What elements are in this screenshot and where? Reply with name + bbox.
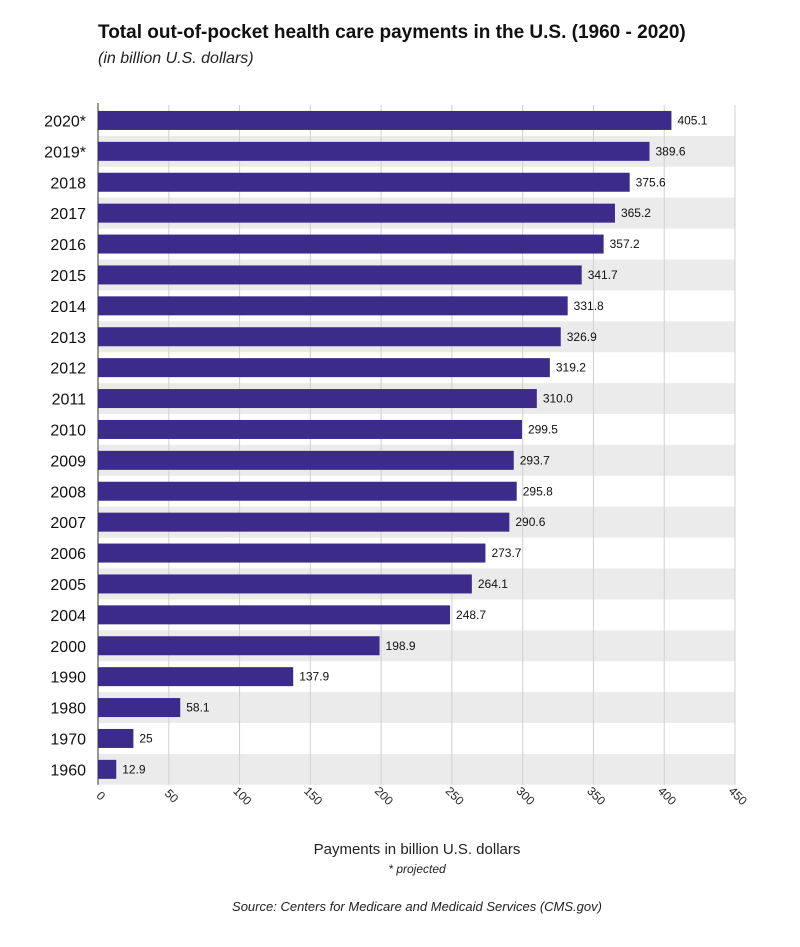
category-label: 2016 — [50, 237, 86, 254]
category-label: 2009 — [50, 453, 86, 470]
category-label: 2013 — [50, 330, 86, 347]
category-label: 1990 — [50, 670, 86, 687]
category-label: 2004 — [50, 608, 86, 625]
bar — [98, 141, 650, 161]
category-label: 2007 — [50, 515, 86, 532]
bar — [98, 605, 451, 625]
data-label: 12.9 — [122, 762, 146, 776]
data-label: 273.7 — [491, 546, 521, 560]
data-label: 357.2 — [610, 237, 640, 251]
projected-note: * projected — [388, 862, 446, 876]
x-tick-label: 400 — [655, 784, 679, 808]
bar-chart: 405.1 2020* 389.6 2019* 375.6 2018 365.2 2017 35… — [44, 103, 750, 808]
data-label: 198.9 — [386, 639, 416, 653]
bar — [98, 234, 604, 254]
category-label: 2012 — [50, 361, 86, 378]
category-label: 2005 — [50, 577, 86, 594]
x-tick-label: 250 — [443, 784, 467, 808]
bar — [98, 450, 514, 470]
source-note: Source: Centers for Medicare and Medicai… — [232, 899, 602, 914]
row-band — [98, 692, 735, 723]
data-label: 137.9 — [299, 670, 329, 684]
data-label: 331.8 — [574, 299, 604, 313]
bar — [98, 481, 517, 501]
bar — [98, 543, 486, 563]
category-label: 2011 — [52, 392, 87, 409]
x-tick-label: 450 — [726, 784, 750, 808]
data-label: 295.8 — [523, 484, 553, 498]
bar — [98, 574, 472, 594]
bar — [98, 389, 537, 409]
category-label: 2000 — [50, 639, 86, 656]
data-label: 319.2 — [556, 361, 586, 375]
bar — [98, 327, 561, 347]
data-label: 375.6 — [636, 175, 666, 189]
bar — [98, 728, 134, 748]
x-tick-label: 0 — [94, 789, 109, 804]
bar — [98, 759, 117, 779]
data-label: 326.9 — [567, 330, 597, 344]
category-label: 2018 — [50, 175, 86, 192]
bar — [98, 265, 582, 285]
data-label: 248.7 — [456, 608, 486, 622]
category-label: 1960 — [50, 762, 86, 779]
x-tick-label: 200 — [372, 784, 396, 808]
bar — [98, 358, 550, 378]
bar — [98, 172, 630, 192]
data-label: 341.7 — [588, 268, 618, 282]
category-label: 2017 — [50, 206, 86, 223]
bar — [98, 296, 568, 316]
chart-subtitle: (in billion U.S. dollars) — [98, 50, 254, 67]
data-label: 299.5 — [528, 422, 558, 436]
category-label: 2020* — [44, 113, 86, 130]
data-label: 310.0 — [543, 392, 573, 406]
x-axis-label: Payments in billion U.S. dollars — [313, 841, 521, 858]
bar — [98, 512, 510, 532]
x-tick-label: 50 — [162, 786, 182, 806]
category-label: 2010 — [50, 422, 86, 439]
data-label: 293.7 — [520, 453, 550, 467]
x-tick-label: 300 — [513, 784, 537, 808]
category-label: 2008 — [50, 484, 86, 501]
bar — [98, 667, 294, 687]
data-label: 389.6 — [656, 144, 686, 158]
data-label: 365.2 — [621, 206, 651, 220]
chart-title: Total out-of-pocket health care payments… — [98, 22, 686, 43]
data-label: 290.6 — [515, 515, 545, 529]
category-label: 1970 — [50, 731, 86, 748]
x-tick-label: 350 — [584, 784, 608, 808]
data-label: 25 — [139, 731, 153, 745]
category-label: 2015 — [50, 268, 86, 285]
data-label: 264.1 — [478, 577, 508, 591]
category-label: 1980 — [50, 701, 86, 718]
bar — [98, 110, 672, 130]
data-label: 405.1 — [677, 113, 707, 127]
category-label: 2006 — [50, 546, 86, 563]
category-label: 2019* — [44, 144, 86, 161]
bar — [98, 203, 615, 223]
x-tick-label: 150 — [301, 784, 325, 808]
category-label: 2014 — [50, 299, 86, 316]
row-band — [98, 753, 735, 785]
bar — [98, 636, 380, 656]
data-label: 58.1 — [186, 701, 210, 715]
bar — [98, 419, 522, 439]
x-tick-label: 100 — [230, 784, 254, 808]
bar — [98, 698, 181, 718]
